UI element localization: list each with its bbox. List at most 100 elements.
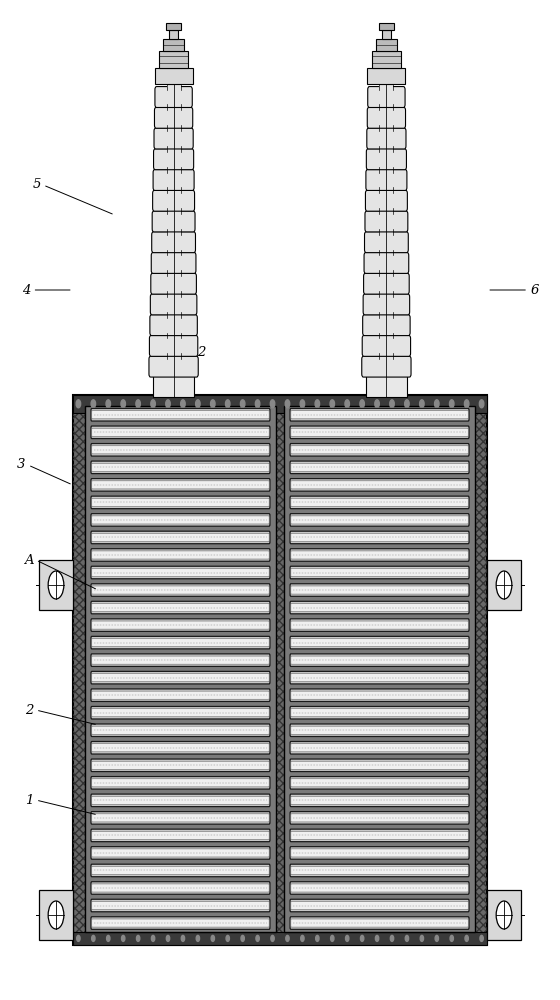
FancyBboxPatch shape bbox=[92, 463, 269, 471]
FancyBboxPatch shape bbox=[363, 273, 409, 294]
FancyBboxPatch shape bbox=[290, 864, 469, 877]
Circle shape bbox=[137, 935, 140, 941]
Bar bbox=[167, 146, 180, 152]
FancyBboxPatch shape bbox=[290, 671, 469, 684]
FancyBboxPatch shape bbox=[291, 761, 468, 769]
FancyBboxPatch shape bbox=[92, 849, 269, 857]
FancyBboxPatch shape bbox=[92, 481, 269, 489]
Circle shape bbox=[450, 400, 454, 408]
Circle shape bbox=[420, 935, 423, 941]
FancyBboxPatch shape bbox=[91, 671, 270, 684]
FancyBboxPatch shape bbox=[92, 656, 269, 664]
Bar bbox=[380, 353, 393, 359]
Circle shape bbox=[271, 935, 274, 941]
FancyBboxPatch shape bbox=[92, 866, 269, 875]
FancyBboxPatch shape bbox=[366, 149, 407, 170]
FancyBboxPatch shape bbox=[92, 726, 269, 734]
Bar bbox=[73, 395, 487, 413]
Circle shape bbox=[465, 935, 468, 941]
FancyBboxPatch shape bbox=[155, 87, 192, 107]
Circle shape bbox=[405, 400, 409, 408]
FancyBboxPatch shape bbox=[291, 901, 468, 910]
Bar bbox=[167, 167, 180, 173]
Bar bbox=[167, 208, 180, 214]
Bar bbox=[167, 270, 180, 276]
FancyBboxPatch shape bbox=[290, 514, 469, 526]
FancyBboxPatch shape bbox=[91, 794, 270, 807]
Bar bbox=[380, 333, 393, 338]
FancyBboxPatch shape bbox=[291, 533, 468, 541]
FancyBboxPatch shape bbox=[92, 428, 269, 436]
Circle shape bbox=[300, 400, 305, 408]
FancyBboxPatch shape bbox=[92, 744, 269, 752]
FancyBboxPatch shape bbox=[291, 551, 468, 559]
Circle shape bbox=[270, 400, 275, 408]
FancyBboxPatch shape bbox=[91, 777, 270, 789]
FancyBboxPatch shape bbox=[91, 549, 270, 561]
FancyBboxPatch shape bbox=[291, 621, 468, 629]
FancyBboxPatch shape bbox=[291, 884, 468, 892]
Circle shape bbox=[106, 935, 110, 941]
FancyBboxPatch shape bbox=[153, 374, 194, 397]
FancyBboxPatch shape bbox=[290, 584, 469, 596]
FancyBboxPatch shape bbox=[291, 674, 468, 682]
Circle shape bbox=[361, 935, 364, 941]
FancyBboxPatch shape bbox=[291, 726, 468, 734]
FancyBboxPatch shape bbox=[290, 917, 469, 929]
Text: 6: 6 bbox=[531, 284, 539, 296]
FancyBboxPatch shape bbox=[290, 829, 469, 842]
FancyBboxPatch shape bbox=[290, 601, 469, 614]
Bar bbox=[73, 932, 487, 945]
Bar bbox=[163, 39, 184, 51]
Bar bbox=[380, 167, 393, 173]
Bar bbox=[85, 406, 276, 932]
Bar bbox=[167, 291, 180, 297]
FancyBboxPatch shape bbox=[92, 779, 269, 787]
FancyBboxPatch shape bbox=[92, 691, 269, 699]
FancyBboxPatch shape bbox=[91, 479, 270, 491]
FancyBboxPatch shape bbox=[150, 315, 197, 336]
Circle shape bbox=[195, 400, 200, 408]
Circle shape bbox=[419, 400, 424, 408]
FancyBboxPatch shape bbox=[91, 759, 270, 772]
Bar bbox=[167, 250, 180, 255]
Circle shape bbox=[196, 935, 199, 941]
Bar bbox=[167, 125, 180, 131]
FancyBboxPatch shape bbox=[290, 496, 469, 509]
Bar bbox=[380, 250, 393, 255]
FancyBboxPatch shape bbox=[290, 479, 469, 491]
Bar bbox=[380, 229, 393, 235]
FancyBboxPatch shape bbox=[291, 779, 468, 787]
Bar bbox=[376, 39, 397, 51]
Bar bbox=[167, 333, 180, 338]
Circle shape bbox=[375, 400, 379, 408]
FancyBboxPatch shape bbox=[290, 531, 469, 544]
Circle shape bbox=[450, 935, 454, 941]
FancyBboxPatch shape bbox=[291, 709, 468, 717]
Circle shape bbox=[345, 400, 349, 408]
FancyBboxPatch shape bbox=[155, 107, 193, 128]
Bar bbox=[372, 51, 401, 68]
FancyBboxPatch shape bbox=[91, 496, 270, 509]
Circle shape bbox=[151, 935, 155, 941]
Circle shape bbox=[76, 400, 81, 408]
FancyBboxPatch shape bbox=[290, 812, 469, 824]
Bar bbox=[487, 560, 521, 610]
FancyBboxPatch shape bbox=[291, 866, 468, 875]
Circle shape bbox=[360, 400, 365, 408]
Circle shape bbox=[77, 935, 80, 941]
Circle shape bbox=[390, 935, 394, 941]
FancyBboxPatch shape bbox=[92, 568, 269, 577]
Bar bbox=[159, 51, 188, 68]
FancyBboxPatch shape bbox=[91, 531, 270, 544]
FancyBboxPatch shape bbox=[91, 706, 270, 719]
FancyBboxPatch shape bbox=[290, 847, 469, 859]
FancyBboxPatch shape bbox=[368, 87, 405, 107]
FancyBboxPatch shape bbox=[290, 689, 469, 701]
Circle shape bbox=[92, 935, 95, 941]
FancyBboxPatch shape bbox=[91, 812, 270, 824]
Bar bbox=[167, 353, 180, 359]
Circle shape bbox=[346, 935, 349, 941]
FancyBboxPatch shape bbox=[363, 294, 410, 315]
FancyBboxPatch shape bbox=[291, 849, 468, 857]
